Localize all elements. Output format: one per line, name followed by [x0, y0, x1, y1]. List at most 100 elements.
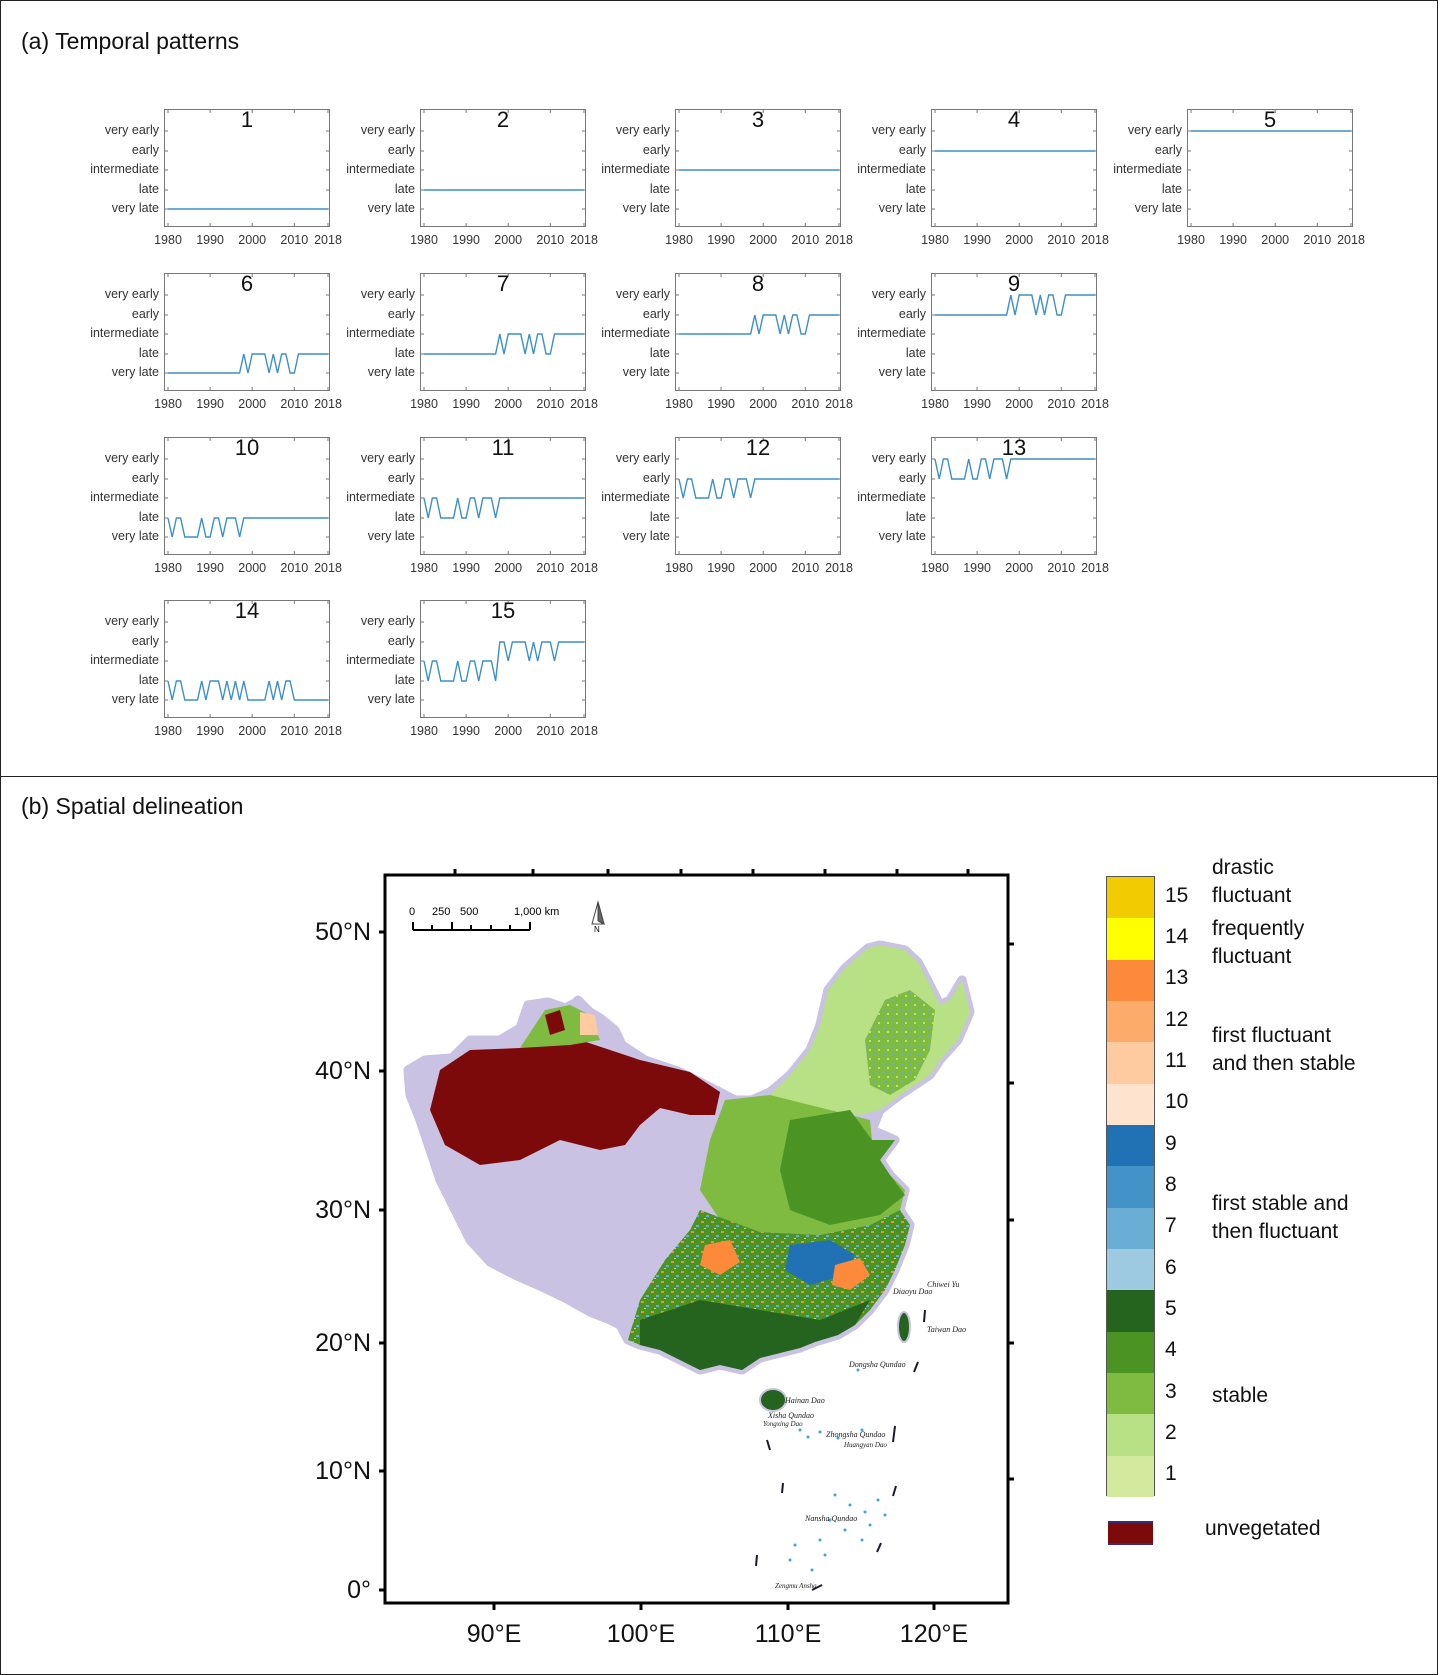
y-tick-label: very early — [360, 123, 415, 137]
x-tick-label: 2010 — [791, 561, 820, 575]
pattern-number: 1 — [240, 107, 254, 132]
x-tick-label: 1990 — [196, 233, 224, 247]
temporal-pattern-plot-2: 2 very early early intermediate late very lat… — [346, 107, 598, 247]
legend-swatch-4 — [1107, 1331, 1154, 1374]
y-tick-label: early — [642, 143, 670, 157]
x-tick-label: 1990 — [452, 724, 480, 738]
y-tick-label: very early — [615, 451, 670, 465]
x-tick-label: 2018 — [570, 397, 598, 411]
legend-class-number: 12 — [1165, 1007, 1189, 1031]
x-tick-label: 2010 — [536, 233, 565, 247]
y-tick-label: late — [138, 346, 159, 360]
y-tick-label: very early — [104, 123, 159, 137]
pattern-line-plot — [676, 110, 840, 226]
y-tick-label: late — [138, 182, 159, 196]
x-tick-label: 2000 — [1005, 233, 1034, 247]
temporal-pattern-plot-14: 14 very early early intermediate late very la… — [90, 598, 342, 738]
pattern-line-plot — [165, 110, 329, 226]
y-tick-label: early — [131, 471, 159, 485]
x-tick-label: 1980 — [154, 233, 182, 247]
temporal-pattern-plot-4: 4 very early early intermediate late very lat… — [857, 107, 1109, 247]
x-tick-label: 1980 — [154, 724, 182, 738]
y-tick-label: very early — [615, 123, 670, 137]
y-tick-label: very late — [367, 692, 415, 706]
y-tick-label: very early — [871, 451, 926, 465]
pattern-line-plot — [676, 438, 840, 554]
legend-class-number: 9 — [1165, 1131, 1177, 1155]
y-tick-label: intermediate — [90, 326, 159, 340]
y-tick-label: late — [1161, 182, 1182, 196]
y-tick-label: intermediate — [601, 162, 670, 176]
legend-class-number: 13 — [1165, 966, 1189, 990]
pattern-number: 11 — [491, 435, 515, 460]
x-tick-label: 2010 — [791, 233, 820, 247]
y-tick-label: very early — [615, 287, 670, 301]
x-tick-label: 1990 — [1219, 233, 1247, 247]
y-tick-label: very early — [1127, 123, 1182, 137]
pattern-number: 12 — [745, 435, 771, 460]
y-tick-label: early — [898, 143, 926, 157]
legend-colorbar — [1106, 876, 1155, 1498]
y-tick-label: early — [387, 143, 415, 157]
y-tick-label: intermediate — [90, 653, 159, 667]
x-tick-label: 2018 — [1081, 397, 1109, 411]
y-tick-label: very late — [878, 201, 926, 215]
x-tick-label: 1990 — [707, 397, 735, 411]
x-tick-label: 1980 — [410, 397, 438, 411]
y-tick-label: early — [1154, 143, 1182, 157]
x-tick-label: 1980 — [154, 561, 182, 575]
y-tick-label: very early — [104, 287, 159, 301]
legend-group-frequently: frequently fluctuant — [1212, 915, 1304, 971]
x-tick-label: 1980 — [665, 561, 693, 575]
pattern-line-plot — [932, 110, 1096, 226]
y-tick-label: early — [898, 307, 926, 321]
x-tick-label: 2018 — [570, 724, 598, 738]
legend-class-number: 10 — [1165, 1090, 1189, 1114]
y-tick-label: late — [394, 182, 415, 196]
legend-class-number: 15 — [1165, 883, 1189, 907]
legend-swatch-7 — [1107, 1207, 1154, 1250]
x-tick-label: 1990 — [707, 561, 735, 575]
y-tick-label: very late — [622, 365, 670, 379]
pattern-number: 9 — [1007, 271, 1021, 296]
legend-text: then fluctuant — [1212, 1220, 1339, 1243]
x-tick-label: 1990 — [452, 397, 480, 411]
legend-swatch-12 — [1107, 1001, 1154, 1043]
x-tick-label: 1990 — [452, 561, 480, 575]
y-tick-label: intermediate — [346, 326, 415, 340]
y-tick-label: early — [387, 471, 415, 485]
y-tick-label: intermediate — [857, 162, 926, 176]
y-tick-label: early — [131, 143, 159, 157]
legend-group-stable: stable — [1212, 1384, 1269, 1407]
x-tick-label: 1980 — [665, 233, 693, 247]
legend-class-number: 11 — [1165, 1049, 1187, 1072]
y-tick-label: early — [131, 307, 159, 321]
legend-group-drastic: drastic fluctuant — [1212, 854, 1291, 910]
x-tick-label: 2000 — [238, 724, 267, 738]
pattern-number: 4 — [1007, 107, 1021, 132]
legend-swatch-3 — [1107, 1373, 1154, 1415]
y-tick-label: intermediate — [601, 326, 670, 340]
x-tick-label: 2010 — [536, 724, 565, 738]
legend-class-number: 4 — [1165, 1338, 1177, 1362]
y-tick-label: very early — [104, 614, 159, 628]
x-tick-label: 2018 — [570, 233, 598, 247]
pattern-number: 10 — [234, 435, 260, 460]
temporal-pattern-plot-7: 7 very early early intermediate late very lat… — [346, 271, 598, 411]
legend-text: drastic — [1212, 856, 1274, 879]
y-tick-label: very late — [878, 365, 926, 379]
y-tick-label: very late — [111, 529, 159, 543]
y-tick-label: very early — [871, 287, 926, 301]
pattern-number: 2 — [496, 107, 510, 132]
y-tick-label: late — [905, 182, 926, 196]
temporal-pattern-plot-6: 6 very early early intermediate late very lat… — [90, 271, 342, 411]
x-tick-label: 1990 — [963, 397, 991, 411]
y-tick-label: early — [387, 634, 415, 648]
x-tick-label: 2010 — [536, 561, 565, 575]
pattern-number: 6 — [240, 271, 254, 296]
x-tick-label: 2010 — [1047, 561, 1076, 575]
legend-swatch-11 — [1107, 1042, 1154, 1085]
x-tick-label: 2018 — [825, 397, 853, 411]
x-tick-label: 1990 — [196, 397, 224, 411]
temporal-pattern-plot-12: 12 very early early intermediate late very la… — [601, 435, 853, 575]
